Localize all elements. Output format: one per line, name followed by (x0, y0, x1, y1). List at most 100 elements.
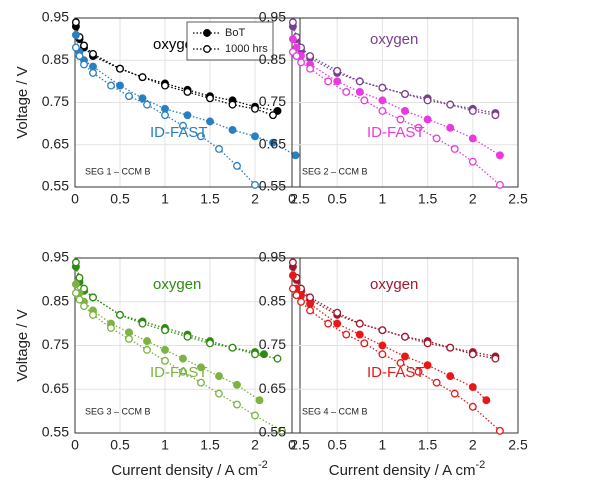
data-point (355, 319, 364, 328)
data-point (197, 363, 205, 372)
x-tick-label: 0.5 (110, 191, 130, 207)
data-point (360, 96, 369, 105)
annotation: ID-FAST (367, 364, 425, 381)
data-point (306, 64, 315, 73)
data-point (432, 134, 441, 143)
series-line (292, 38, 501, 156)
data-point (423, 339, 432, 348)
x-axis-label-sup: -2 (258, 459, 268, 471)
x-tick-label: 1.5 (200, 437, 220, 453)
data-point (306, 306, 315, 315)
data-point (423, 96, 432, 105)
y-tick-label: 0.75 (42, 336, 69, 352)
x-tick-label: 0.5 (327, 437, 347, 453)
data-point (80, 41, 88, 50)
data-point (378, 326, 387, 335)
data-point (206, 94, 214, 103)
data-point (414, 123, 423, 132)
data-point (401, 352, 409, 361)
x-axis-label: Current density / A cm-2 (329, 459, 486, 479)
data-point (355, 87, 364, 96)
annotation: oxygen (370, 276, 418, 293)
data-point (161, 345, 169, 354)
data-point (107, 81, 115, 90)
x-tick-label: 2.5 (290, 437, 310, 453)
plot-frame (291, 17, 519, 188)
data-point (251, 350, 259, 359)
x-tick-label: 1.5 (418, 191, 438, 207)
data-point (138, 319, 147, 328)
data-point (414, 367, 423, 376)
data-point (233, 380, 241, 389)
y-tick-label: 0.85 (42, 292, 69, 308)
data-point (291, 151, 300, 160)
x-tick-label: 2 (469, 191, 477, 207)
data-point (297, 297, 305, 306)
annotation: ID-FAST (150, 124, 208, 141)
data-point (143, 345, 151, 354)
data-point (183, 111, 192, 120)
data-point (468, 350, 477, 359)
data-point (161, 104, 169, 113)
data-point (423, 361, 432, 370)
data-point (450, 145, 459, 153)
data-point (228, 126, 237, 134)
data-point (292, 52, 301, 60)
data-point (355, 77, 364, 86)
data-point (89, 293, 97, 302)
data-point (446, 372, 455, 381)
y-tick-label: 0.55 (42, 424, 69, 440)
data-point (288, 258, 297, 267)
data-point (378, 83, 387, 92)
x-tick-label: 0 (71, 191, 79, 207)
data-point (292, 291, 301, 300)
y-axis-label: Voltage / V (14, 309, 31, 382)
data-point (333, 319, 342, 328)
data-point (89, 310, 97, 319)
data-point (342, 87, 351, 96)
y-tick-label: 0.85 (259, 51, 286, 67)
y-tick-label: 0.85 (42, 51, 69, 67)
x-tick-label: 0.5 (327, 191, 347, 207)
data-point (206, 117, 214, 126)
data-point (273, 354, 282, 363)
data-point (401, 90, 409, 98)
annotation: ID-FAST (150, 364, 208, 381)
legend-label: 1000 hrs (225, 43, 268, 55)
data-point (71, 280, 80, 289)
data-point (116, 64, 124, 73)
data-point (495, 426, 504, 435)
annotation: SEG 1 – CCM B (85, 166, 151, 176)
data-point (179, 367, 187, 376)
x-tick-label: 2.5 (508, 437, 528, 453)
data-point (446, 343, 455, 352)
data-point (342, 330, 351, 339)
y-tick-label: 0.95 (42, 249, 69, 265)
data-point (143, 337, 151, 346)
data-point (80, 302, 88, 311)
data-point (161, 111, 169, 120)
x-tick-label: 0.5 (110, 437, 130, 453)
data-point (288, 18, 297, 27)
data-point (324, 77, 333, 86)
x-tick-label: 1.5 (200, 191, 220, 207)
data-point (450, 389, 459, 398)
legend-marker (203, 29, 211, 37)
x-tick-label: 2 (469, 437, 477, 453)
x-axis-label-text: Current density / A cm (329, 462, 476, 479)
data-point (491, 354, 500, 363)
data-point (71, 289, 80, 297)
data-point (228, 343, 237, 352)
data-point (71, 18, 80, 27)
data-point (306, 52, 315, 60)
data-point (491, 111, 500, 120)
legend-label: BoT (225, 27, 245, 39)
data-point (333, 77, 342, 86)
data-point (71, 258, 80, 267)
data-point (288, 35, 297, 44)
legend-box (186, 21, 274, 61)
data-point (161, 326, 169, 335)
data-point (495, 180, 504, 189)
x-tick-label: 0 (71, 437, 79, 453)
data-point (251, 132, 259, 141)
